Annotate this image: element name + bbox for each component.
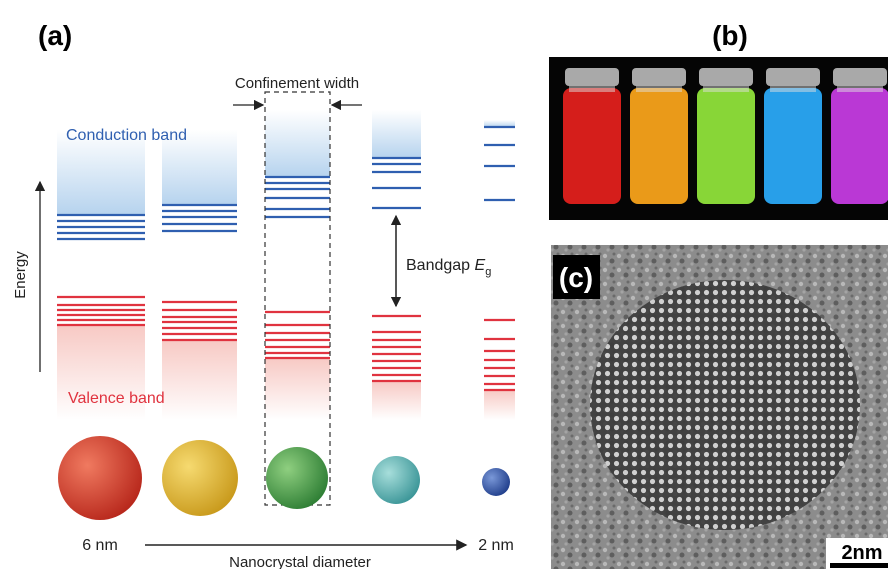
valence-label: Valence band (68, 390, 165, 407)
nanocrystal (482, 468, 510, 496)
panel-label: (b) (712, 20, 748, 51)
vial-cap (766, 68, 820, 86)
vial-cap (833, 68, 887, 86)
vial-glass (831, 88, 888, 204)
panel-label: (a) (38, 20, 72, 51)
confinement-label: Confinement width (235, 75, 359, 92)
valence-fill (162, 340, 237, 420)
nanocrystal-lattice (590, 280, 860, 530)
valence-fill (372, 381, 421, 420)
conduction-fill (372, 110, 421, 158)
valence-fill (265, 358, 330, 420)
panel-label: (c) (559, 262, 593, 293)
axis-label: Nanocrystal diameter (229, 554, 371, 569)
nanocrystal (58, 436, 142, 520)
vial-glass (563, 88, 621, 204)
figure: (a) Confinement width Conduction band Va… (0, 0, 888, 569)
size-label: 6 nm (82, 537, 118, 554)
nanocrystal (372, 456, 420, 504)
valence-fill (484, 390, 515, 420)
vial-cap (699, 68, 753, 86)
energy-label: Energy (12, 251, 29, 299)
nanocrystal (266, 447, 328, 509)
bandgap-label: Bandgap Eg (406, 257, 491, 278)
size-label: 2 nm (478, 537, 514, 554)
vial-glass (697, 88, 755, 204)
scale-label: 2nm (841, 542, 882, 564)
vial-glass (630, 88, 688, 204)
vial-cap (565, 68, 619, 86)
conduction-label: Conduction band (66, 127, 187, 144)
vial-cap (632, 68, 686, 86)
conduction-fill (265, 110, 330, 177)
nanocrystal (162, 440, 238, 516)
vials (563, 68, 888, 204)
scale-bar (830, 563, 888, 568)
vial-glass (764, 88, 822, 204)
